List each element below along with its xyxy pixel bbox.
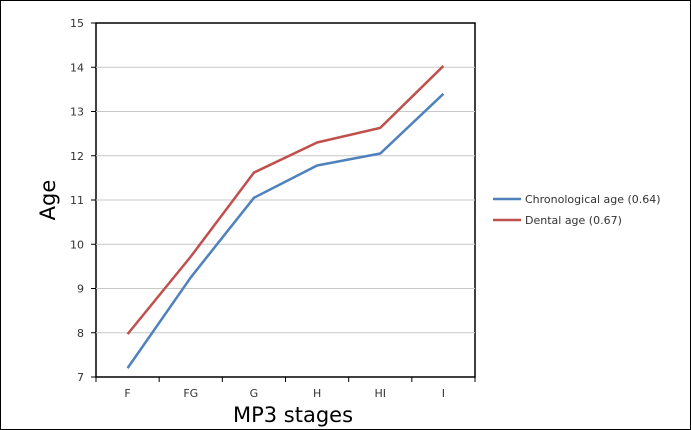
y-tick-label: 7	[77, 371, 84, 384]
y-tick-label: 14	[70, 61, 84, 74]
legend: Chronological age (0.64) Dental age (0.67…	[493, 193, 661, 227]
series-lines	[126, 65, 445, 369]
series-line-1	[126, 92, 445, 369]
x-tick-label: HI	[374, 387, 386, 400]
x-axis-title: MP3 stages	[233, 403, 353, 427]
x-tick-label: H	[313, 387, 321, 400]
x-axis-ticks: F FG G H HI I	[95, 377, 476, 400]
legend-label: Dental age (0.67)	[525, 214, 622, 227]
x-tick-label: I	[442, 387, 445, 400]
y-tick-label: 11	[70, 194, 84, 207]
y-tick-label: 9	[77, 283, 84, 296]
y-tick-label: 8	[77, 327, 84, 340]
legend-label: Chronological age (0.64)	[525, 193, 661, 206]
y-tick-label: 10	[70, 238, 84, 251]
y-axis-title: Age	[36, 180, 60, 221]
y-tick-label: 12	[70, 150, 84, 163]
x-tick-label: FG	[183, 387, 198, 400]
gridlines	[96, 66, 475, 334]
y-axis-ticks: 7 8 9 10 11 12 13 14 15	[70, 17, 96, 384]
x-tick-label: F	[124, 387, 130, 400]
x-tick-label: G	[250, 387, 259, 400]
series-line-2	[126, 65, 445, 335]
y-tick-label: 13	[70, 106, 84, 119]
y-tick-label: 15	[70, 17, 84, 30]
